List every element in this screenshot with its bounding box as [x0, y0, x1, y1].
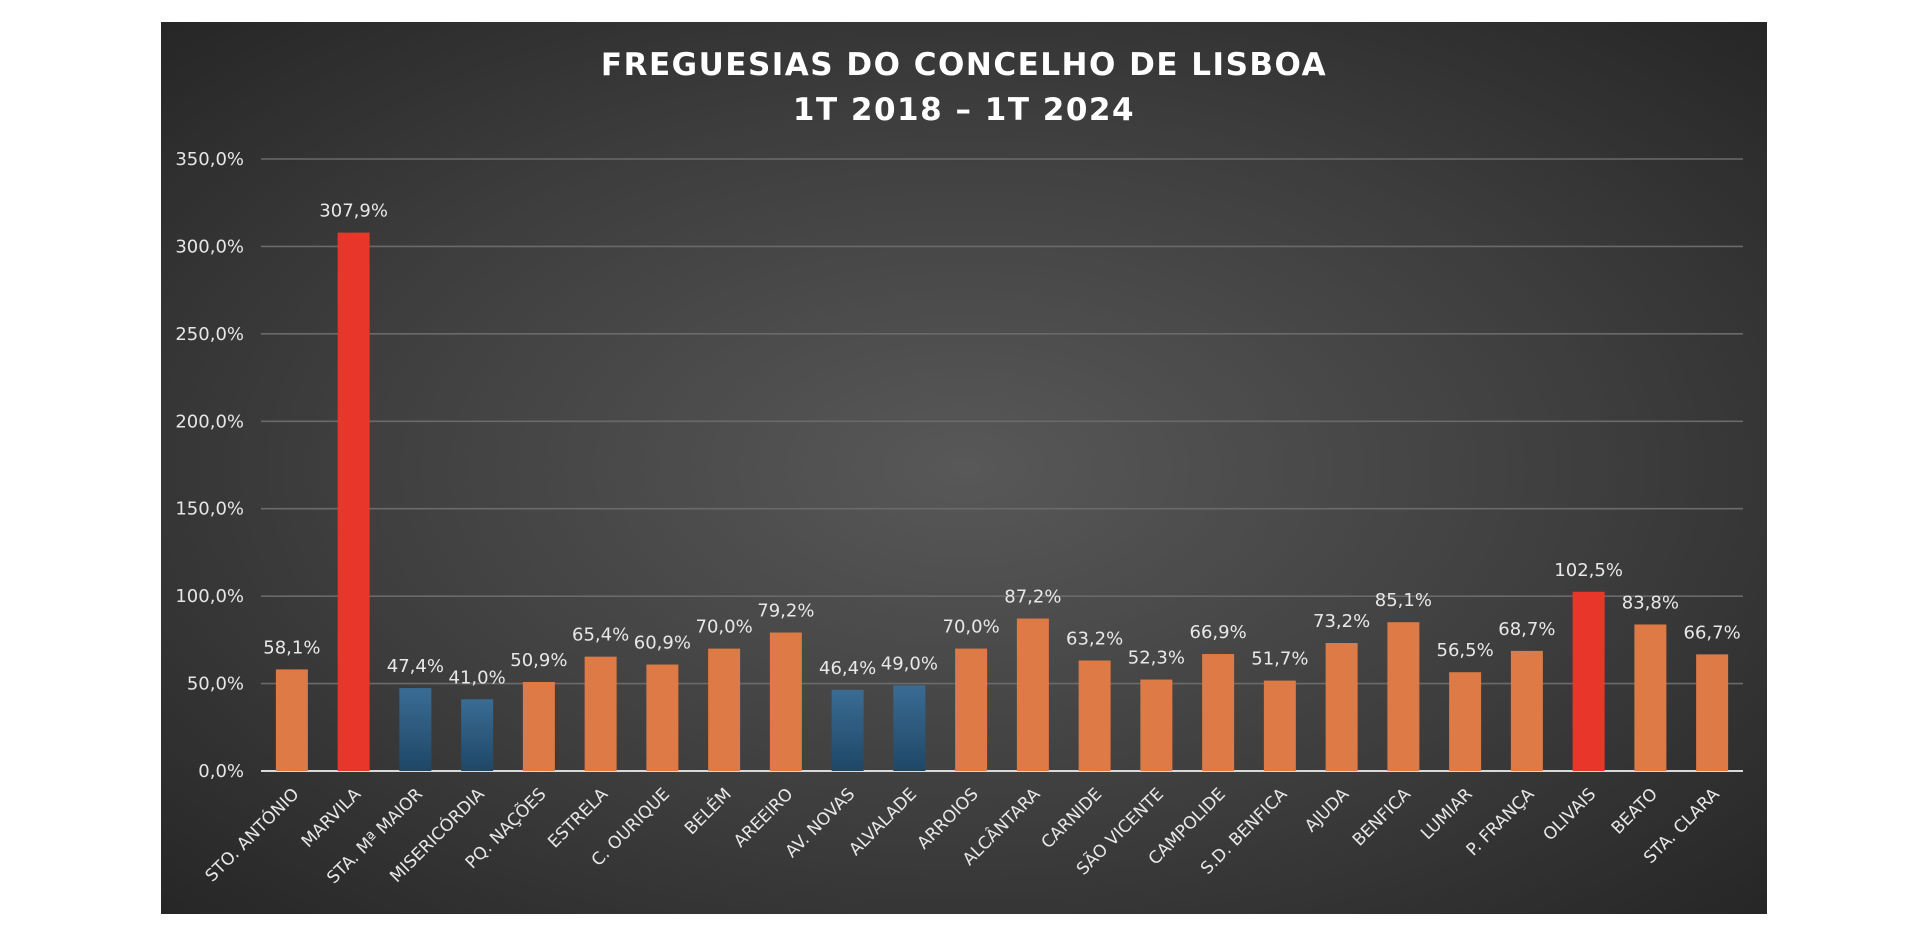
y-tick-label: 0,0% [198, 761, 244, 782]
bar [1696, 654, 1729, 771]
bar-chart: FREGUESIAS DO CONCELHO DE LISBOA 1T 2018… [175, 47, 1743, 888]
bar [1202, 654, 1235, 771]
bar [337, 232, 370, 771]
y-tick-label: 50,0% [187, 674, 244, 695]
data-label: 50,9% [510, 650, 567, 671]
data-label: 307,9% [319, 201, 388, 222]
chart-title-line-1: FREGUESIAS DO CONCELHO DE LISBOA [601, 47, 1327, 83]
data-label: 63,2% [1066, 628, 1123, 649]
data-label: 60,9% [634, 633, 691, 654]
x-tick-label: ALVALADE [845, 784, 920, 859]
data-label: 70,0% [696, 617, 753, 638]
data-label: 51,7% [1251, 649, 1308, 670]
data-label: 83,8% [1622, 592, 1679, 613]
bar [1572, 591, 1605, 771]
bar [769, 632, 802, 771]
bar [461, 699, 494, 771]
data-label: 46,4% [819, 658, 876, 679]
bar [708, 648, 741, 771]
data-label: 49,0% [881, 653, 938, 674]
y-tick-label: 250,0% [175, 324, 244, 345]
data-label: 52,3% [1128, 648, 1185, 669]
data-label: 85,1% [1375, 590, 1432, 611]
data-label: 56,5% [1437, 640, 1494, 661]
data-label: 79,2% [757, 601, 814, 622]
x-tick-label: BEATO [1608, 784, 1662, 838]
data-label: 73,2% [1313, 611, 1370, 632]
bar [1140, 679, 1173, 771]
data-label: 70,0% [943, 617, 1000, 638]
bar [584, 656, 617, 771]
data-label: 41,0% [449, 667, 506, 688]
x-tick-label: BELÉM [680, 783, 736, 839]
bar [399, 688, 432, 771]
y-axis-tick-labels: 0,0% 50,0% 100,0% 150,0% 200,0% 250,0% 300,0% 3… [175, 149, 244, 782]
bar [1510, 650, 1543, 771]
y-tick-label: 350,0% [175, 149, 244, 170]
y-tick-label: 150,0% [175, 499, 244, 520]
data-label: 68,7% [1498, 619, 1555, 640]
x-tick-label: LUMIAR [1417, 784, 1477, 844]
bar [1387, 622, 1420, 771]
y-tick-label: 100,0% [175, 586, 244, 607]
gridlines [261, 158, 1743, 772]
data-label: 66,7% [1684, 622, 1741, 643]
x-tick-label: P. FRANÇA [1463, 784, 1539, 860]
data-label: 58,1% [263, 637, 320, 658]
bars [275, 232, 1729, 771]
data-label: 65,4% [572, 625, 629, 646]
x-tick-label: BENFICA [1349, 784, 1415, 850]
x-tick-label: AJUDA [1301, 784, 1353, 836]
data-label: 102,5% [1554, 560, 1623, 581]
bar [646, 664, 679, 771]
y-tick-label: 200,0% [175, 411, 244, 432]
chart-panel: FREGUESIAS DO CONCELHO DE LISBOA 1T 2018… [161, 22, 1767, 914]
bar [1016, 618, 1049, 771]
data-label: 66,9% [1190, 622, 1247, 643]
bar [1263, 680, 1296, 771]
bar [1325, 643, 1358, 771]
y-tick-label: 300,0% [175, 236, 244, 257]
bar [1078, 660, 1111, 771]
bar [831, 689, 864, 771]
data-labels: 58,1%307,9%47,4%41,0%50,9%65,4% 60,9%70,0… [263, 201, 1740, 689]
bar [275, 669, 308, 771]
data-label: 47,4% [387, 656, 444, 677]
x-tick-label: STO. ANTÓNIO [200, 783, 303, 886]
bar [522, 681, 555, 771]
bar [893, 685, 926, 771]
x-tick-label: OLIVAIS [1539, 784, 1600, 845]
data-label: 87,2% [1004, 587, 1061, 608]
bar [1449, 672, 1482, 771]
bar [955, 648, 988, 771]
chart-title-line-2: 1T 2018 – 1T 2024 [793, 92, 1135, 128]
bar [1634, 624, 1667, 771]
